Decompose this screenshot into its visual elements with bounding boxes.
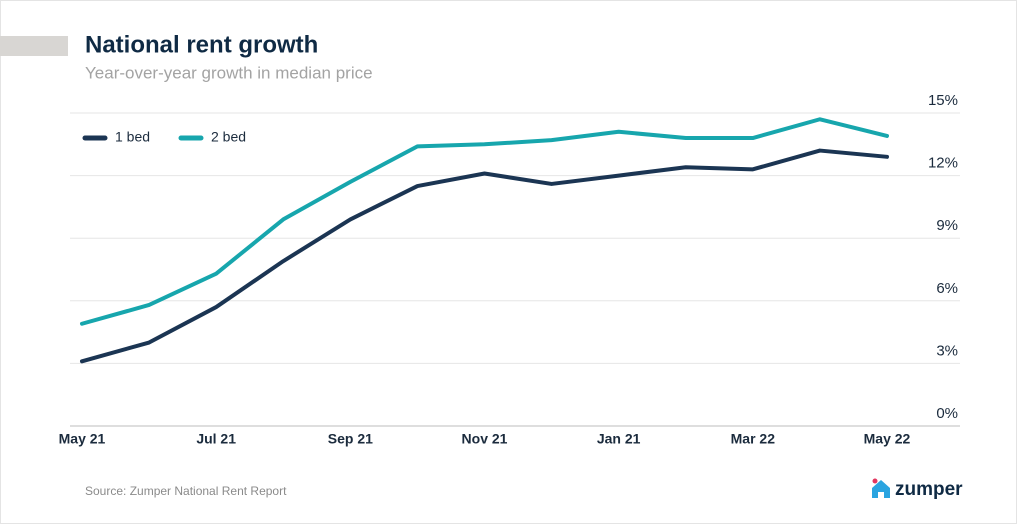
legend-label: 2 bed — [211, 129, 246, 145]
source: Source: Zumper National Rent Report — [85, 484, 287, 498]
x-tick-label: Jul 21 — [196, 431, 236, 447]
logo-dot — [872, 478, 878, 484]
logo-icon — [872, 480, 890, 498]
chart-title: National rent growth — [85, 31, 318, 58]
brand-logo: zumper — [872, 478, 963, 500]
y-tick-label: 3% — [936, 342, 958, 359]
x-tick-label: Sep 21 — [328, 431, 373, 447]
y-tick-label: 9% — [936, 217, 958, 234]
y-tick-label: 6% — [936, 280, 958, 297]
legend-label: 1 bed — [115, 129, 150, 145]
y-tick-label: 12% — [928, 155, 958, 172]
brand-name: zumper — [895, 479, 963, 500]
x-tick-label: Jan 21 — [597, 431, 641, 447]
chart-subtitle: Year-over-year growth in median price — [85, 63, 373, 82]
x-tick-label: May 21 — [59, 431, 106, 447]
x-tick-label: Mar 22 — [731, 431, 776, 447]
x-tick-label: Nov 21 — [462, 431, 508, 447]
y-tick-label: 0% — [936, 405, 958, 422]
y-tick-label: 15% — [928, 92, 958, 109]
series-line — [80, 148, 889, 364]
series-line — [80, 117, 889, 326]
decor-bar — [0, 36, 68, 56]
x-tick-label: May 22 — [864, 431, 911, 447]
